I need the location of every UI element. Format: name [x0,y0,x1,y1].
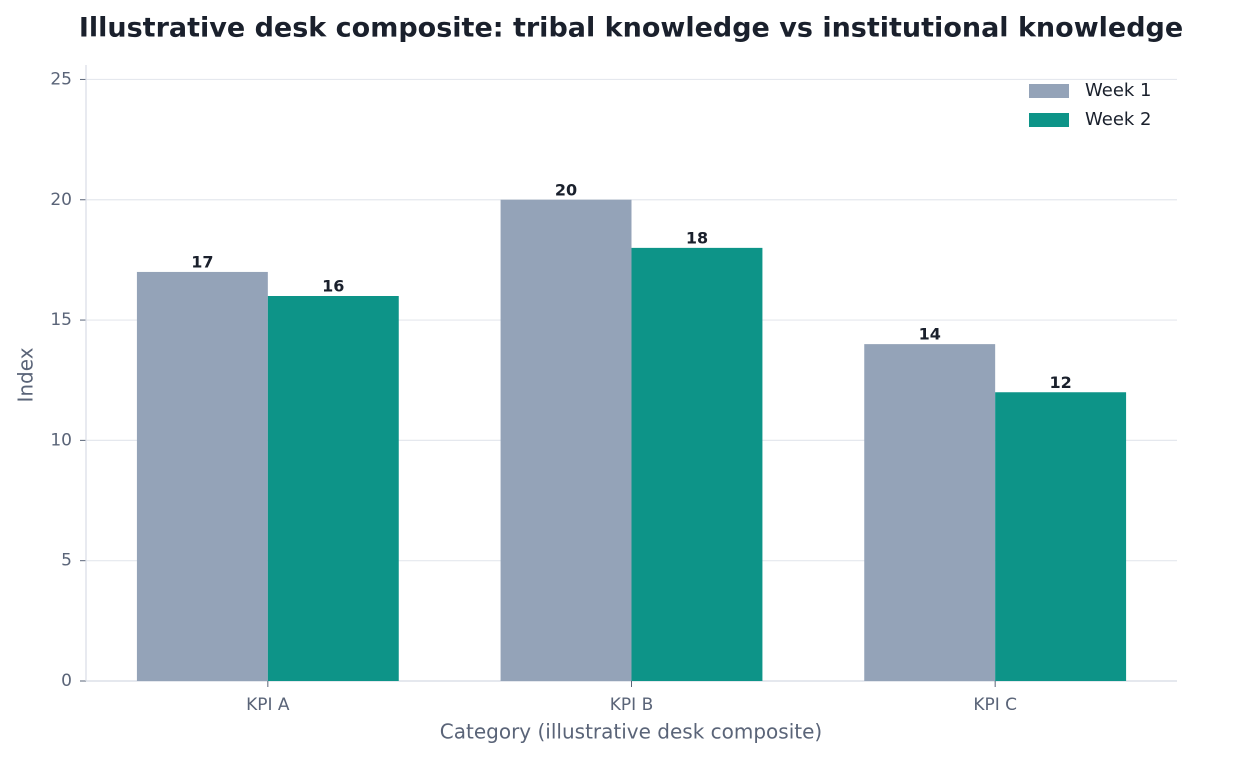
y-tick-label: 10 [50,430,72,450]
legend-swatch [1029,84,1069,98]
x-tick-label: KPI A [246,695,290,715]
value-label: 12 [1049,373,1071,392]
bar [864,344,996,681]
x-tick-label: KPI B [610,695,653,715]
x-tick-label: KPI C [973,695,1017,715]
bar [136,271,268,681]
value-label: 17 [191,252,213,271]
legend-swatch [1029,113,1069,127]
y-axis-label: Index [14,347,38,402]
legend-label: Week 2 [1085,109,1152,130]
legend-label: Week 1 [1085,80,1152,101]
value-label: 18 [686,228,708,247]
value-label: 16 [322,277,344,296]
bar [267,296,399,681]
value-label: 20 [555,180,577,199]
y-tick-label: 0 [61,671,72,691]
y-tick-label: 25 [50,69,72,89]
bar [631,247,763,681]
y-tick-label: 15 [50,310,72,330]
x-axis-label: Category (illustrative desk composite) [440,720,822,744]
y-tick-label: 20 [50,190,72,210]
bar [995,392,1127,681]
chart-title: Illustrative desk composite: tribal know… [79,13,1183,44]
bar [500,199,632,681]
y-tick-label: 5 [61,551,72,571]
value-label: 14 [919,325,941,344]
